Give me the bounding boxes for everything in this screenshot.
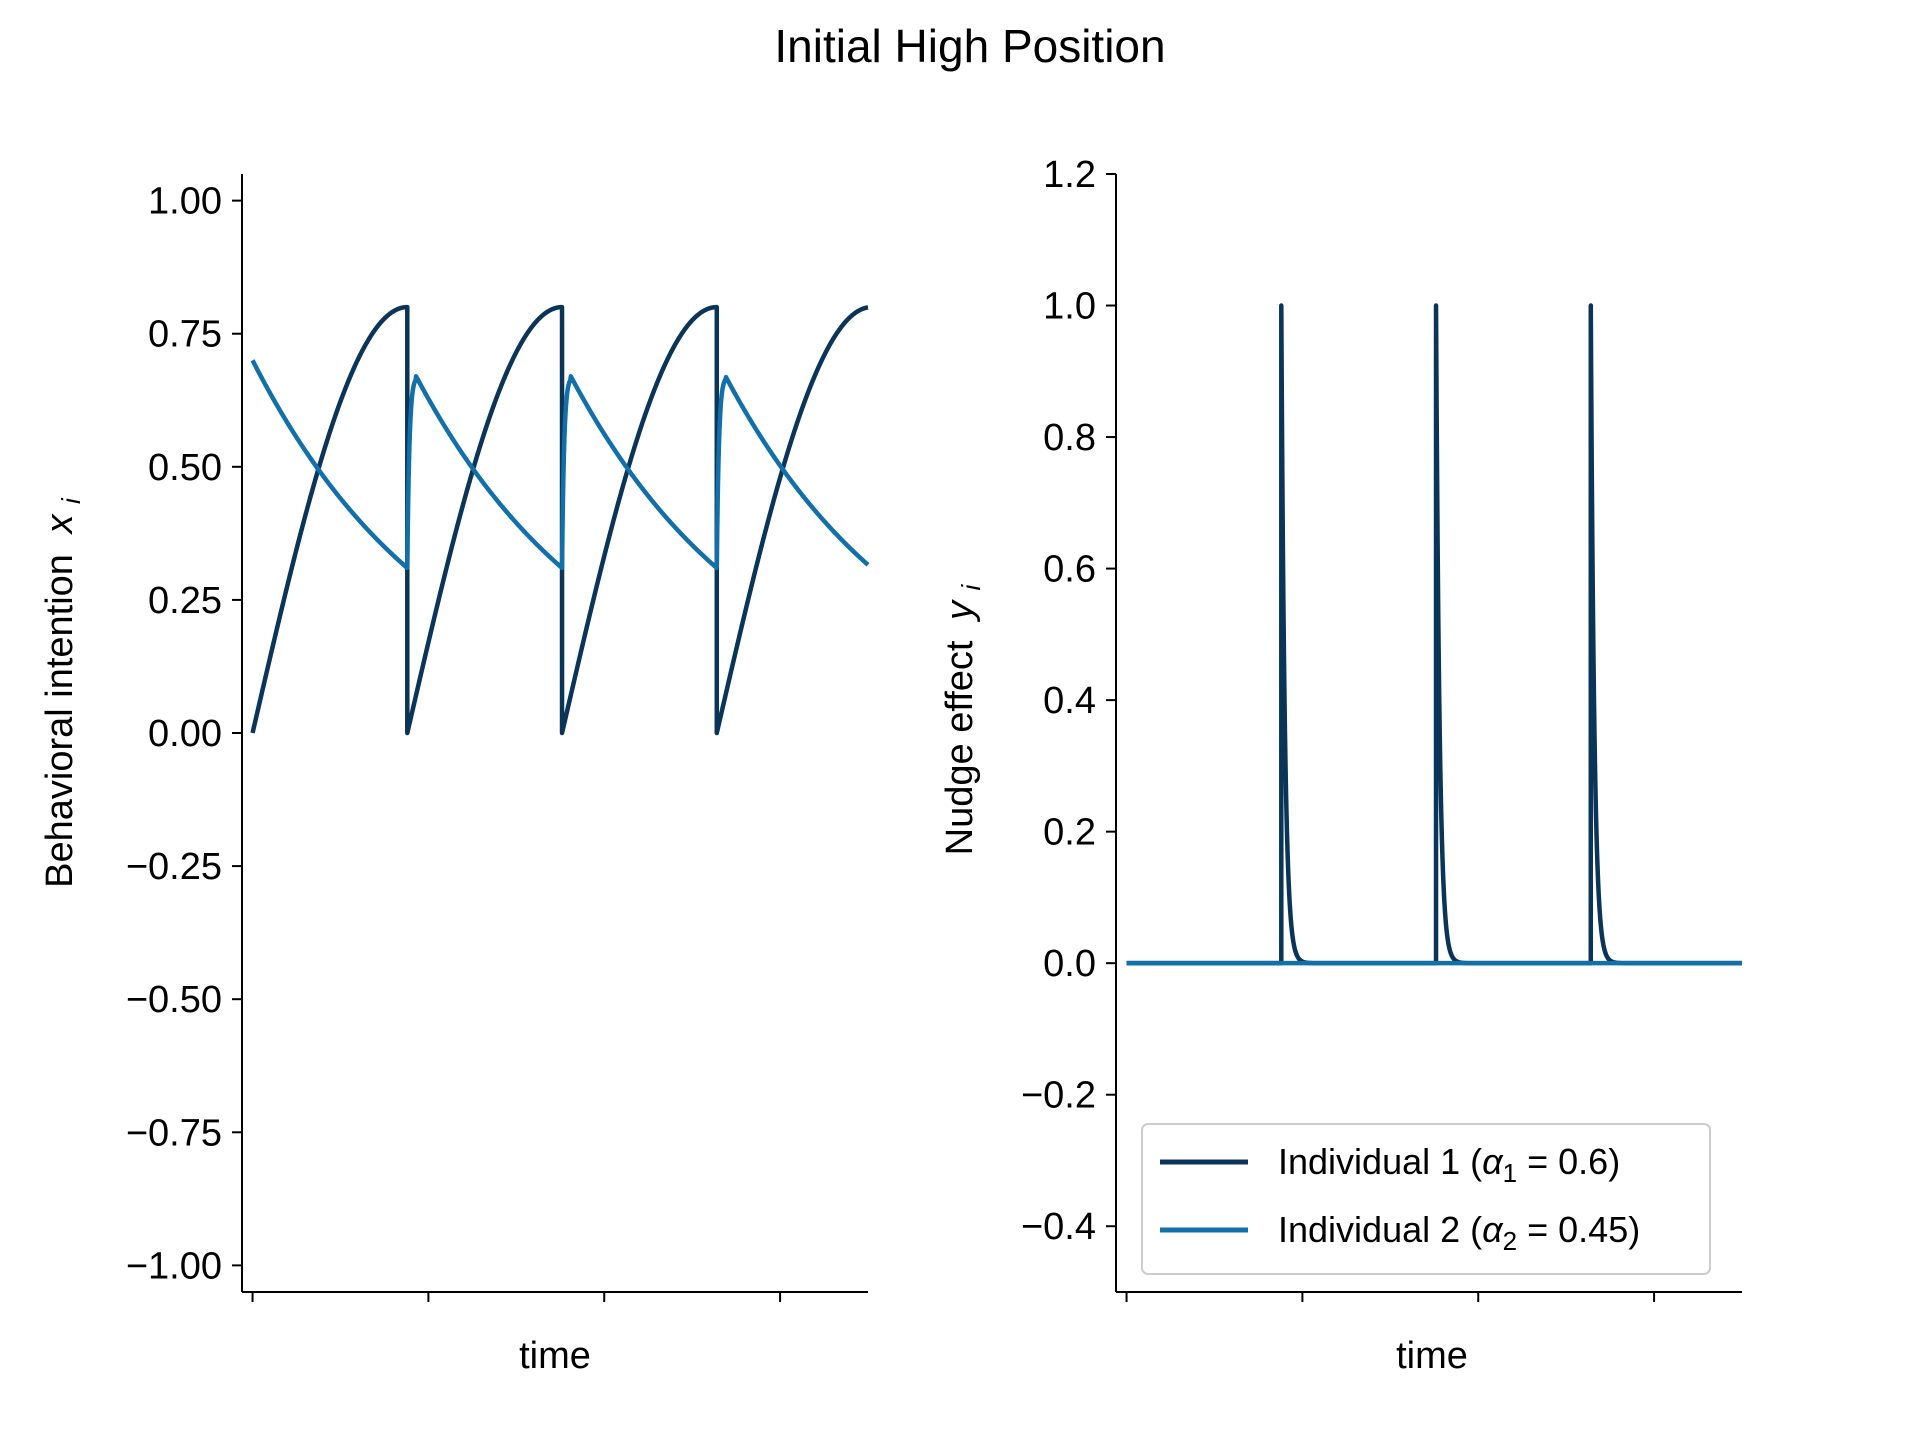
right-ylabel: Nudge effect y i (939, 583, 986, 855)
left-ytick-label: −0.75 (126, 1112, 222, 1154)
left-xlabel: time (519, 1335, 591, 1377)
right-ytick-label: −0.4 (1021, 1206, 1096, 1248)
left-ylabel-symbol: x (39, 513, 81, 536)
left-ylabel-subscript: i (56, 497, 86, 504)
right-ytick-label: 0.6 (1043, 549, 1096, 591)
left-axes: −1.00 −0.75 −0.50 −0.25 0.00 0.25 0.50 0.75 1.00 (126, 174, 868, 1302)
behavioral-intention-chart: −1.00 −0.75 −0.50 −0.25 0.00 0.25 0.50 0.75 1.00… (39, 174, 870, 1377)
left-ytick-label: 0.00 (148, 713, 222, 755)
right-ytick-label: 0.8 (1043, 417, 1096, 459)
right-ytick-label: 0.2 (1043, 812, 1096, 854)
left-ytick-label: 1.00 (148, 181, 222, 223)
right-ylabel-text: Nudge effect (939, 640, 981, 855)
series-line-individual-2 (250, 358, 870, 571)
left-ytick-label: 0.50 (148, 447, 222, 489)
right-axes: −0.4 −0.2 0.0 0.2 0.4 0.6 0.8 1.0 1.2 (1021, 154, 1742, 1302)
right-ytick-label: −0.2 (1021, 1075, 1096, 1117)
left-series-group (250, 304, 870, 736)
right-ytick-label: 1.0 (1043, 286, 1096, 328)
legend-box (1141, 1123, 1711, 1275)
series-line-individual-1 (250, 304, 870, 736)
right-ytick-label: 0.0 (1043, 943, 1096, 985)
nudge-effect-chart: −0.4 −0.2 0.0 0.2 0.4 0.6 0.8 1.0 1.2 time Nudge… (939, 154, 1743, 1377)
left-ytick-label: −0.25 (126, 846, 222, 888)
legend-label-individual-2: Individual 2 (α2 = 0.45) (1278, 1209, 1640, 1256)
left-ytick-label: −0.50 (126, 979, 222, 1021)
right-ylabel-subscript: i (956, 583, 986, 590)
right-ylabel-symbol: y (939, 599, 981, 623)
right-series-group (1126, 303, 1743, 966)
right-xlabel: time (1396, 1335, 1468, 1377)
left-ytick-label: −1.00 (126, 1245, 222, 1287)
left-ylabel: Behavioral intention x i (39, 497, 86, 888)
left-ytick-label: 0.25 (148, 580, 222, 622)
right-ytick-label: 0.4 (1043, 680, 1096, 722)
series-line-individual-1-nudge (1126, 303, 1743, 966)
legend-label-individual-1: Individual 1 (α1 = 0.6) (1278, 1141, 1620, 1188)
left-ylabel-text: Behavioral intention (39, 554, 81, 888)
left-ytick-label: 0.75 (148, 314, 222, 356)
right-ytick-label: 1.2 (1043, 154, 1096, 196)
figure-title: Initial High Position (774, 20, 1165, 72)
legend: Individual 1 (α1 = 0.6) Individual 2 (α2… (1141, 1123, 1711, 1275)
